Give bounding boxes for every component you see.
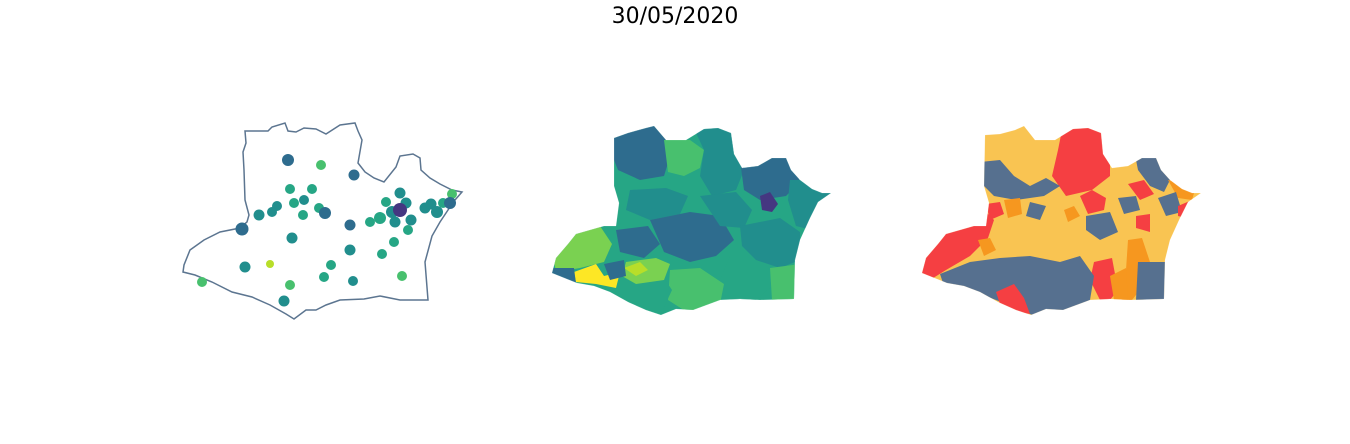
- amazonas-outline: [182, 122, 464, 320]
- region: [604, 260, 626, 280]
- case-point: [319, 207, 331, 219]
- case-point: [197, 277, 207, 287]
- region: [1136, 214, 1150, 232]
- region: [1158, 192, 1182, 216]
- case-point: [285, 184, 295, 194]
- region: [616, 226, 660, 258]
- region: [1064, 206, 1080, 222]
- case-point: [344, 219, 356, 231]
- region: [770, 264, 800, 300]
- case-point: [239, 261, 251, 273]
- figure-title: 30/05/2020: [611, 4, 739, 29]
- region: [720, 256, 772, 300]
- case-point: [299, 195, 309, 205]
- point-map-panel: [182, 122, 464, 320]
- region: [1026, 202, 1046, 220]
- choropleth-viridis-panel: [551, 125, 832, 316]
- region: [1128, 180, 1154, 200]
- case-point: [326, 260, 336, 270]
- region: [760, 192, 778, 212]
- region: [690, 126, 744, 196]
- case-point: [374, 212, 386, 224]
- region: [574, 264, 620, 288]
- case-point: [319, 272, 329, 282]
- case-point: [397, 271, 407, 281]
- case-point: [282, 154, 294, 166]
- case-point: [431, 206, 443, 218]
- case-point: [393, 203, 407, 217]
- case-point: [389, 237, 399, 247]
- region: [610, 126, 672, 180]
- case-point: [289, 198, 299, 208]
- case-point: [344, 244, 356, 256]
- region: [1052, 126, 1110, 196]
- region: [552, 268, 576, 284]
- region: [626, 188, 688, 220]
- case-point: [348, 276, 358, 286]
- case-point: [316, 160, 326, 170]
- case-point: [389, 216, 401, 228]
- region: [1122, 238, 1150, 300]
- region: [978, 238, 996, 256]
- case-point: [425, 198, 437, 210]
- case-point: [285, 280, 295, 290]
- case-point: [348, 169, 360, 181]
- case-point: [235, 222, 249, 236]
- region: [740, 218, 800, 268]
- case-point: [377, 249, 387, 259]
- case-point: [403, 225, 413, 235]
- region: [1118, 196, 1140, 214]
- region: [1080, 190, 1106, 214]
- case-point: [266, 260, 274, 268]
- case-point: [307, 184, 317, 194]
- region: [700, 192, 752, 228]
- case-point: [444, 197, 456, 209]
- region: [1090, 258, 1118, 300]
- case-point: [286, 232, 298, 244]
- case-point: [447, 189, 457, 199]
- region: [668, 268, 724, 314]
- case-point: [267, 207, 277, 217]
- case-point: [381, 197, 391, 207]
- region: [664, 140, 704, 176]
- region: [996, 284, 1030, 314]
- case-points: [197, 154, 457, 307]
- case-point: [365, 217, 375, 227]
- region: [624, 262, 648, 276]
- region: [1110, 268, 1128, 300]
- case-point: [253, 209, 265, 221]
- region: [922, 212, 994, 280]
- region: [1086, 212, 1118, 240]
- region: [980, 160, 1060, 200]
- region: [940, 256, 1094, 315]
- region: [1004, 198, 1022, 218]
- choropleth-category-panel: [921, 125, 1202, 316]
- case-point: [394, 187, 406, 199]
- case-point: [298, 210, 308, 220]
- region: [986, 202, 1004, 220]
- region: [788, 180, 831, 230]
- case-point: [405, 214, 417, 226]
- region: [650, 212, 734, 262]
- case-point: [278, 295, 290, 307]
- region: [1136, 262, 1168, 300]
